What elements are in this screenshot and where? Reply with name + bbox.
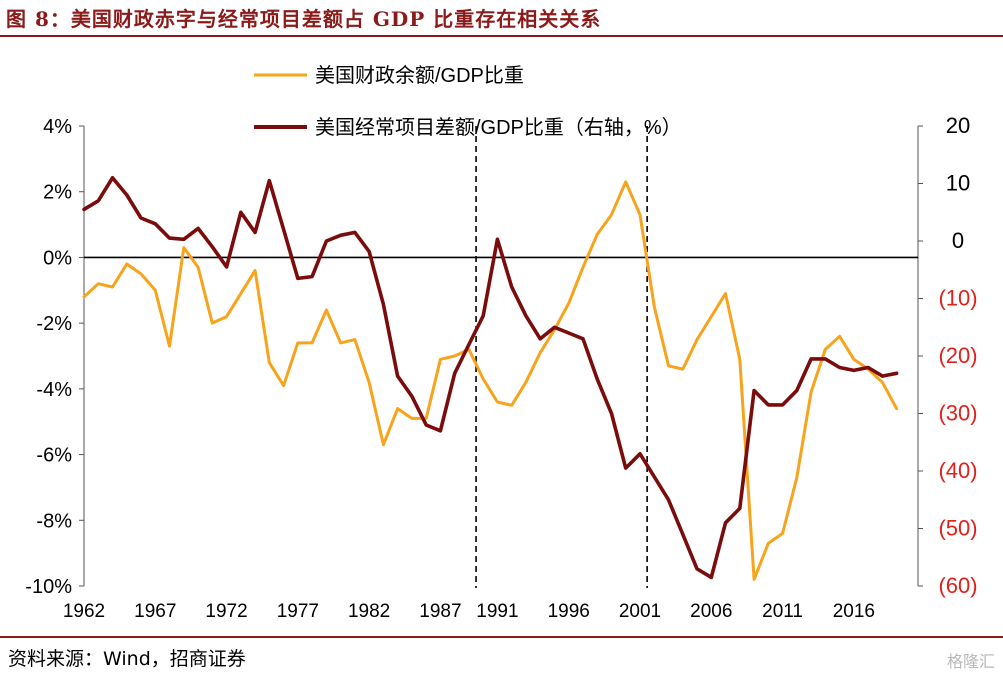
x-tick-label: 1977 bbox=[277, 601, 319, 622]
x-tick-label: 2011 bbox=[762, 601, 803, 622]
left-y-axis: 4% 2% 0% -2% -4% -6% -8% -10% bbox=[25, 116, 85, 598]
legend-label-current: 美国经常项目差额/GDP比重（右轴，%） bbox=[315, 116, 682, 139]
fiscal-balance-line bbox=[82, 180, 899, 581]
chart-svg: 4% 2% 0% -2% -4% -6% -8% -10% 20 10 0 (10) (20) (30)… bbox=[25, 64, 978, 622]
left-tick-label: -6% bbox=[36, 445, 72, 467]
right-tick-label: (10) bbox=[938, 286, 977, 311]
chart-title: 图 8：美国财政赤字与经常项目差额占 GDP 比重存在相关关系 bbox=[6, 7, 602, 31]
right-tick-label: 0 bbox=[952, 228, 964, 253]
x-tick-label: 1972 bbox=[205, 601, 247, 622]
watermark-logo: 格隆汇 bbox=[946, 652, 995, 671]
left-tick-label: -8% bbox=[36, 510, 72, 532]
title-divider bbox=[0, 35, 1003, 37]
x-tick-label: 1996 bbox=[548, 601, 590, 622]
right-tick-label: 10 bbox=[946, 171, 970, 196]
left-tick-label: 0% bbox=[43, 247, 72, 269]
x-tick-label: 2006 bbox=[690, 601, 732, 622]
right-tick-label: (40) bbox=[938, 458, 977, 483]
left-tick-label: 2% bbox=[43, 182, 72, 204]
x-tick-label: 1982 bbox=[348, 601, 390, 622]
x-tick-label: 1991 bbox=[476, 601, 518, 622]
current-account-line bbox=[82, 176, 899, 580]
right-tick-label: 20 bbox=[946, 113, 970, 138]
x-axis: 1962 1967 1972 1977 1982 1987 1991 1996 2001 2006… bbox=[63, 601, 875, 622]
left-tick-label: -2% bbox=[36, 313, 72, 335]
right-tick-label: (20) bbox=[938, 343, 977, 368]
x-tick-label: 2001 bbox=[619, 601, 661, 622]
x-tick-label: 2016 bbox=[833, 601, 875, 622]
footer-divider bbox=[0, 636, 1003, 638]
left-tick-label: -4% bbox=[36, 379, 72, 401]
left-tick-label: -10% bbox=[25, 576, 72, 598]
right-tick-label: (50) bbox=[938, 516, 977, 541]
legend-label-fiscal: 美国财政余额/GDP比重 bbox=[315, 64, 524, 87]
x-tick-label: 1962 bbox=[63, 601, 105, 622]
source-note: 资料来源：Wind，招商证券 bbox=[8, 648, 246, 670]
left-tick-label: 4% bbox=[43, 116, 72, 138]
x-tick-label: 1987 bbox=[419, 601, 461, 622]
x-tick-label: 1967 bbox=[134, 601, 176, 622]
right-y-axis: 20 10 0 (10) (20) (30) (40) (50) (60) bbox=[917, 113, 978, 598]
right-tick-label: (30) bbox=[938, 401, 977, 426]
right-tick-label: (60) bbox=[938, 573, 977, 598]
